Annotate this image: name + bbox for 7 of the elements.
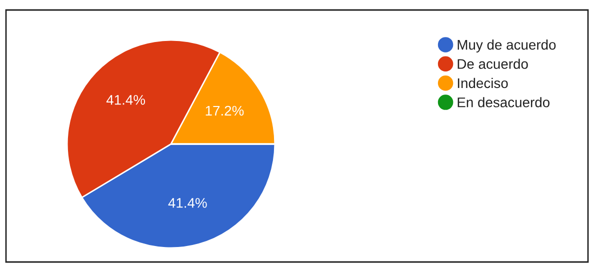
data-label: 17.2% — [206, 106, 244, 116]
legend-label: Indeciso — [458, 78, 508, 88]
legend-label: En desacuerdo — [458, 97, 550, 108]
data-label: 41.4% — [106, 94, 146, 105]
legend-label: De acuerdo — [458, 58, 528, 69]
legend-label: Muy de acuerdo — [458, 40, 556, 52]
data-label: 41.4% — [168, 198, 207, 208]
